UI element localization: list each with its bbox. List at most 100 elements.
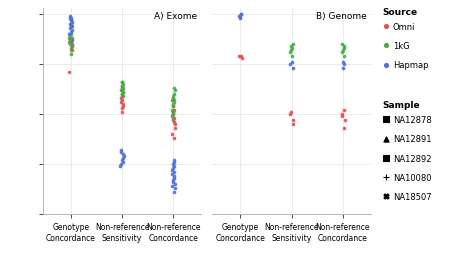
- Point: [119, 90, 127, 94]
- Point: [168, 168, 176, 173]
- Point: [169, 132, 176, 136]
- Point: [340, 108, 348, 112]
- Point: [65, 32, 73, 36]
- Point: [169, 110, 177, 114]
- Point: [119, 102, 127, 106]
- Point: [338, 114, 346, 118]
- Point: [67, 22, 75, 26]
- Point: [118, 80, 126, 84]
- Point: [289, 118, 297, 122]
- Point: [169, 112, 176, 116]
- Point: [118, 100, 125, 104]
- Point: [171, 126, 179, 131]
- Point: [118, 80, 126, 84]
- Point: [118, 110, 126, 114]
- Point: [171, 182, 178, 187]
- Point: [118, 94, 126, 98]
- Point: [171, 88, 178, 92]
- Point: [237, 54, 245, 58]
- Point: [340, 54, 348, 58]
- Point: [68, 18, 75, 22]
- Point: [170, 136, 177, 140]
- Point: [169, 116, 177, 120]
- Point: [169, 102, 177, 106]
- Point: [340, 62, 348, 66]
- Point: [171, 190, 178, 195]
- Point: [289, 66, 297, 70]
- Point: [119, 152, 127, 157]
- Point: [117, 150, 124, 154]
- Point: [338, 42, 346, 46]
- Point: [383, 43, 390, 47]
- Point: [67, 16, 74, 20]
- Text: A) Exome: A) Exome: [154, 12, 197, 21]
- Point: [118, 158, 126, 162]
- Point: [67, 42, 74, 46]
- Point: [118, 86, 126, 90]
- Point: [169, 118, 177, 122]
- Point: [118, 92, 126, 96]
- Text: Hapmap: Hapmap: [393, 61, 428, 70]
- Point: [170, 104, 177, 108]
- Point: [168, 98, 176, 102]
- Text: B) Genome: B) Genome: [316, 12, 366, 21]
- Point: [171, 116, 178, 120]
- Point: [339, 48, 346, 52]
- Point: [118, 84, 126, 88]
- Point: [237, 16, 244, 20]
- Point: [171, 122, 179, 126]
- Point: [170, 170, 178, 174]
- Point: [119, 104, 127, 108]
- Point: [238, 56, 246, 60]
- Point: [67, 38, 74, 42]
- Text: Omni: Omni: [393, 23, 415, 32]
- Point: [383, 117, 390, 121]
- Point: [118, 148, 125, 152]
- Point: [169, 94, 177, 98]
- Point: [170, 86, 178, 90]
- Point: [383, 175, 390, 179]
- Point: [287, 50, 294, 54]
- Point: [169, 112, 176, 116]
- Point: [119, 86, 127, 90]
- Point: [65, 70, 73, 74]
- Point: [287, 112, 294, 116]
- Point: [67, 40, 75, 44]
- Point: [119, 94, 127, 98]
- Point: [287, 110, 294, 114]
- Point: [288, 46, 296, 50]
- Point: [169, 162, 177, 166]
- Point: [170, 174, 178, 178]
- Point: [66, 16, 73, 20]
- Point: [168, 184, 175, 188]
- Point: [69, 28, 76, 32]
- Point: [68, 24, 76, 28]
- Point: [117, 162, 125, 166]
- Point: [169, 104, 177, 108]
- Point: [67, 46, 74, 50]
- Point: [235, 54, 243, 58]
- Point: [168, 172, 176, 176]
- Point: [383, 136, 390, 141]
- Point: [171, 92, 178, 96]
- Point: [67, 18, 74, 22]
- Point: [68, 48, 75, 52]
- Point: [118, 88, 126, 92]
- Point: [118, 106, 126, 110]
- Point: [118, 92, 126, 96]
- Point: [338, 50, 346, 54]
- Point: [69, 42, 76, 46]
- Point: [340, 66, 347, 70]
- Point: [118, 82, 126, 86]
- Point: [171, 186, 179, 191]
- Point: [237, 12, 245, 16]
- Point: [68, 38, 76, 42]
- Point: [119, 160, 127, 165]
- Point: [235, 14, 243, 18]
- Point: [287, 44, 294, 48]
- Text: NA12891: NA12891: [393, 135, 431, 144]
- Point: [68, 20, 75, 24]
- Point: [171, 98, 178, 102]
- Point: [65, 40, 73, 44]
- Point: [340, 46, 347, 50]
